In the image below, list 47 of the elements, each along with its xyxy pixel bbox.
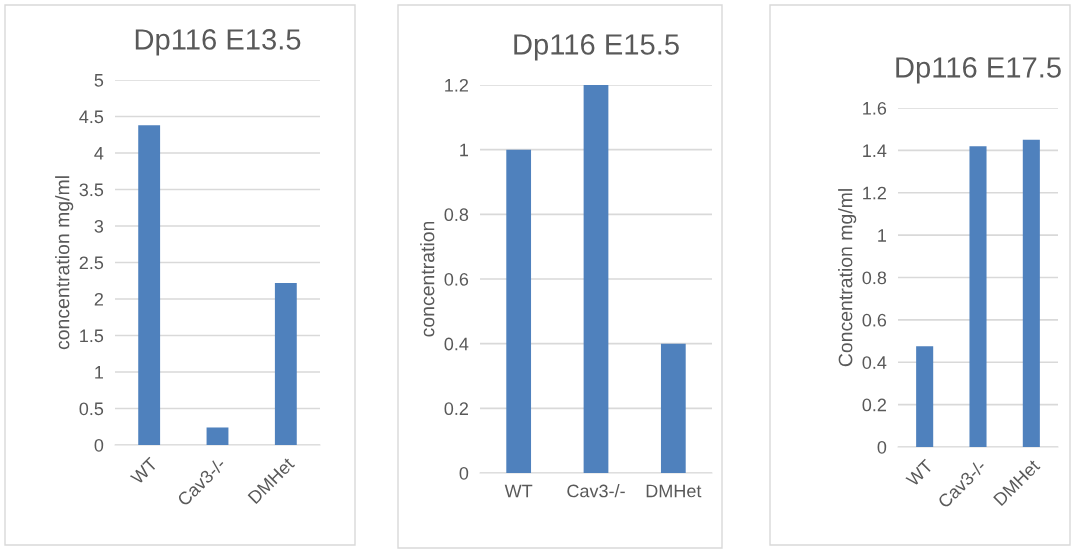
y-tick-label: 1 bbox=[460, 143, 469, 157]
y-tick-label: 4.5 bbox=[79, 110, 104, 124]
y-tick-label: 1.2 bbox=[863, 186, 886, 200]
y-tick-label: 1.5 bbox=[80, 329, 104, 343]
y-tick-label: 1.2 bbox=[445, 78, 468, 92]
chart-title: Dp116 E17.5 bbox=[896, 57, 1061, 84]
x-tick-label: WT bbox=[905, 458, 934, 488]
bar bbox=[969, 146, 987, 447]
y-tick-label: 1 bbox=[878, 229, 887, 242]
y-tick-label: 0.2 bbox=[862, 398, 886, 412]
y-tick-label: 1.4 bbox=[863, 144, 887, 157]
y-tick-label: 1.6 bbox=[863, 101, 887, 115]
bar bbox=[506, 149, 532, 473]
y-tick-label: 5 bbox=[94, 74, 104, 87]
y-tick-label: 3.5 bbox=[79, 183, 104, 197]
bar bbox=[274, 282, 297, 445]
y-tick-label: 0.4 bbox=[862, 356, 887, 369]
y-tick-label: 0.2 bbox=[444, 402, 468, 416]
y-axis-title: concentration mg/ml bbox=[55, 176, 74, 350]
chart-title: Dp116 E13.5 bbox=[135, 29, 301, 56]
y-tick-label: 0.4 bbox=[444, 337, 469, 351]
y-tick-label: 0 bbox=[94, 438, 104, 452]
bar bbox=[1022, 139, 1040, 447]
bar bbox=[206, 427, 229, 445]
y-tick-label: 0 bbox=[459, 466, 469, 480]
chart-title: Dp116 E15.5 bbox=[514, 34, 679, 61]
y-tick-label: 3 bbox=[94, 219, 104, 233]
y-tick-label: 2 bbox=[94, 292, 103, 306]
y-tick-label: 0.5 bbox=[79, 402, 104, 416]
y-tick-label: 4 bbox=[94, 147, 104, 160]
x-tick-label: DMHet bbox=[646, 484, 702, 498]
y-tick-label: 0.6 bbox=[862, 313, 887, 327]
y-tick-label: 0.6 bbox=[444, 272, 469, 286]
y-tick-label: 2.5 bbox=[79, 256, 104, 270]
x-tick-label: WT bbox=[129, 456, 159, 486]
bar bbox=[583, 85, 609, 473]
y-axis-title: concentration bbox=[420, 221, 435, 337]
bar bbox=[916, 346, 934, 447]
x-tick-label: Cav3-/- bbox=[567, 484, 625, 498]
y-tick-label: 0.8 bbox=[862, 271, 887, 285]
bar bbox=[660, 343, 686, 473]
y-tick-label: 0.8 bbox=[444, 208, 469, 222]
x-tick-label: WT bbox=[504, 484, 533, 498]
y-axis-title: Concentration mg/ml bbox=[838, 189, 857, 367]
bar bbox=[138, 125, 161, 445]
y-tick-label: 1 bbox=[95, 366, 104, 379]
y-tick-label: 0 bbox=[877, 440, 887, 454]
